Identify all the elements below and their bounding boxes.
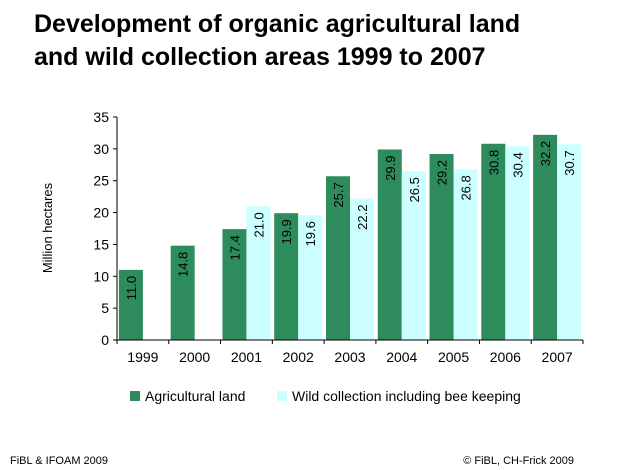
x-tick-label: 2000 xyxy=(179,349,210,365)
x-tick-label: 1999 xyxy=(127,349,158,365)
x-tick-label: 2004 xyxy=(386,349,417,365)
bar-agricultural-land xyxy=(118,269,143,340)
y-tick-label: 5 xyxy=(101,300,109,316)
data-label-agricultural-land: 11.0 xyxy=(124,276,139,300)
bar-agricultural-land xyxy=(274,213,299,340)
bar-wild-collection xyxy=(401,171,426,340)
y-tick-label: 0 xyxy=(101,332,109,348)
data-label-wild-collection: 22.2 xyxy=(355,205,370,230)
bar-wild-collection xyxy=(557,144,582,340)
data-label-agricultural-land: 19.9 xyxy=(279,219,294,244)
bar-agricultural-land xyxy=(326,176,350,340)
x-tick-label: 2005 xyxy=(438,349,469,365)
data-label-agricultural-land: 30.8 xyxy=(486,150,501,175)
bar-agricultural-land xyxy=(170,245,195,340)
data-label-wild-collection: 26.8 xyxy=(459,175,474,200)
bar-agricultural-land xyxy=(222,229,247,340)
legend-swatch-agricultural-land xyxy=(130,391,140,401)
bar-wild-collection xyxy=(298,215,323,340)
footer-source: FiBL & IFOAM 2009 xyxy=(10,455,109,467)
bar-agricultural-land xyxy=(377,149,402,340)
data-label-wild-collection: 30.7 xyxy=(562,150,577,175)
y-tick-label: 25 xyxy=(93,173,109,189)
chart-title-line-2: and wild collection areas 1999 to 2007 xyxy=(34,43,486,71)
y-tick-label: 30 xyxy=(93,141,109,157)
bar-agricultural-land xyxy=(533,134,558,340)
chart-title: Development of organic agricultural land… xyxy=(34,8,604,74)
footer-copyright: © FiBL, CH-Frick 2009 xyxy=(463,455,574,467)
chart-title-line-1: Development of organic agricultural land xyxy=(34,10,521,38)
data-label-wild-collection: 26.5 xyxy=(407,177,422,202)
legend-label-wild-collection: Wild collection including bee keeping xyxy=(292,388,521,404)
y-tick-label: 35 xyxy=(93,109,109,125)
data-label-wild-collection: 21.0 xyxy=(251,212,266,237)
data-label-agricultural-land: 29.9 xyxy=(383,155,398,180)
legend-label-agricultural-land: Agricultural land xyxy=(145,388,245,404)
bar-wild-collection xyxy=(453,169,478,340)
y-tick-label: 20 xyxy=(93,205,109,221)
y-tick-label: 10 xyxy=(93,268,109,284)
bar-agricultural-land xyxy=(481,143,506,340)
x-tick-label: 2007 xyxy=(542,349,573,365)
y-tick-label: 15 xyxy=(93,236,109,252)
data-label-agricultural-land: 14.8 xyxy=(176,252,191,277)
x-tick-label: 2006 xyxy=(490,349,521,365)
x-tick-label: 2002 xyxy=(283,349,314,365)
data-label-agricultural-land: 29.2 xyxy=(435,160,450,185)
data-label-wild-collection: 30.4 xyxy=(510,152,525,177)
bar-wild-collection xyxy=(246,206,271,340)
x-tick-label: 2001 xyxy=(231,349,262,365)
bar-wild-collection xyxy=(350,198,374,340)
y-axis-label: Million hectares xyxy=(40,182,55,273)
x-tick-label: 2003 xyxy=(334,349,365,365)
bar-agricultural-land xyxy=(429,153,454,340)
data-label-agricultural-land: 32.2 xyxy=(538,141,553,166)
legend-swatch-wild-collection xyxy=(277,391,287,401)
data-label-wild-collection: 19.6 xyxy=(303,221,318,246)
data-label-agricultural-land: 17.4 xyxy=(227,235,242,260)
bar-wild-collection xyxy=(505,146,530,340)
data-label-agricultural-land: 25.7 xyxy=(331,182,346,207)
